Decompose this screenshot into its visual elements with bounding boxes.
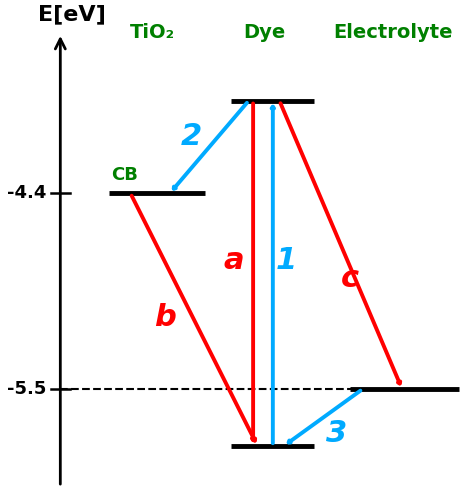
Text: TiO₂: TiO₂	[130, 23, 175, 42]
Text: Electrolyte: Electrolyte	[334, 23, 453, 42]
Text: -4.4: -4.4	[7, 184, 46, 202]
Text: c: c	[340, 264, 359, 293]
Text: 1: 1	[275, 246, 296, 276]
Text: CB: CB	[111, 166, 137, 184]
Text: -5.5: -5.5	[7, 380, 46, 398]
Text: 3: 3	[326, 419, 347, 448]
Text: 2: 2	[181, 122, 202, 151]
Text: E[eV]: E[eV]	[38, 4, 106, 24]
Text: b: b	[154, 304, 177, 332]
Text: a: a	[223, 246, 244, 276]
Text: Dye: Dye	[243, 23, 285, 42]
